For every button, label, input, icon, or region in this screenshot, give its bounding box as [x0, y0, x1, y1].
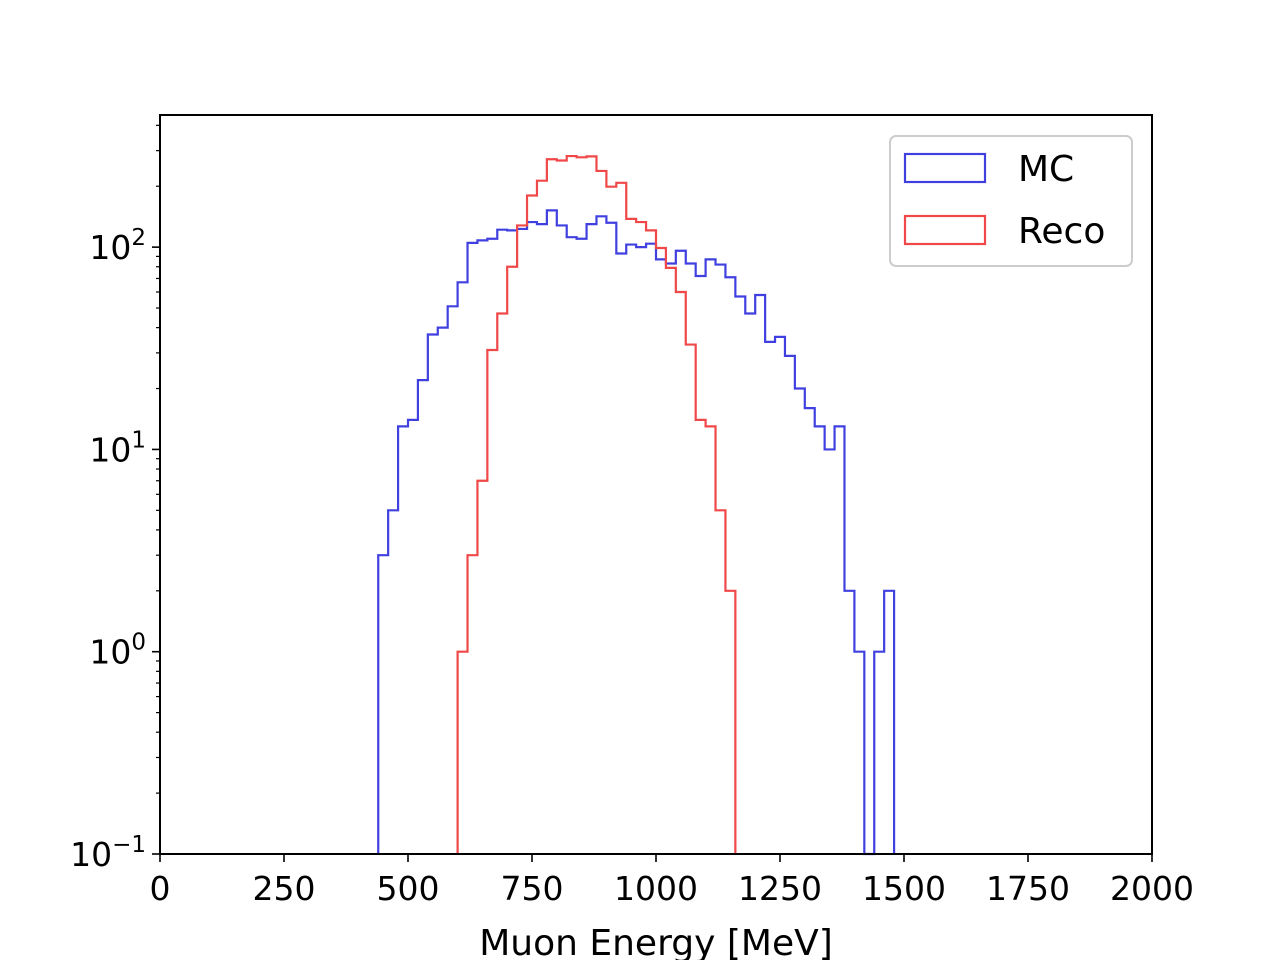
- x-tick-label: 750: [501, 869, 564, 908]
- x-tick-label: 250: [253, 869, 316, 908]
- x-tick-label: 0: [150, 869, 171, 908]
- y-tick-label: 10−1: [70, 832, 146, 874]
- x-axis-label: Muon Energy [MeV]: [479, 923, 833, 960]
- series-layer: [377, 154, 896, 856]
- x-tick-label: 1000: [614, 869, 698, 908]
- legend-label-mc: MC: [1018, 149, 1074, 190]
- legend-label-reco: Reco: [1018, 211, 1105, 252]
- x-tick-label: 1500: [862, 869, 946, 908]
- x-tick-label: 1750: [986, 869, 1070, 908]
- legend-swatch-mc: [903, 152, 987, 184]
- y-tick-label: 102: [89, 225, 146, 267]
- legend-box: [889, 135, 1133, 267]
- x-axis: 0 250 500 750 1000 1250 1500 1750 2000: [150, 854, 1194, 908]
- x-tick-label: 500: [377, 869, 440, 908]
- legend-swatch-reco: [903, 214, 987, 246]
- y-tick-label: 100: [89, 630, 146, 672]
- y-tick-label: 101: [89, 427, 146, 469]
- series-line-mc: [377, 209, 896, 856]
- legend: MC Reco: [889, 135, 1133, 267]
- x-tick-label: 2000: [1110, 869, 1194, 908]
- x-tick-label: 1250: [738, 869, 822, 908]
- y-axis: 10−1 100 101 102: [70, 124, 160, 874]
- series-line-reco: [456, 154, 737, 854]
